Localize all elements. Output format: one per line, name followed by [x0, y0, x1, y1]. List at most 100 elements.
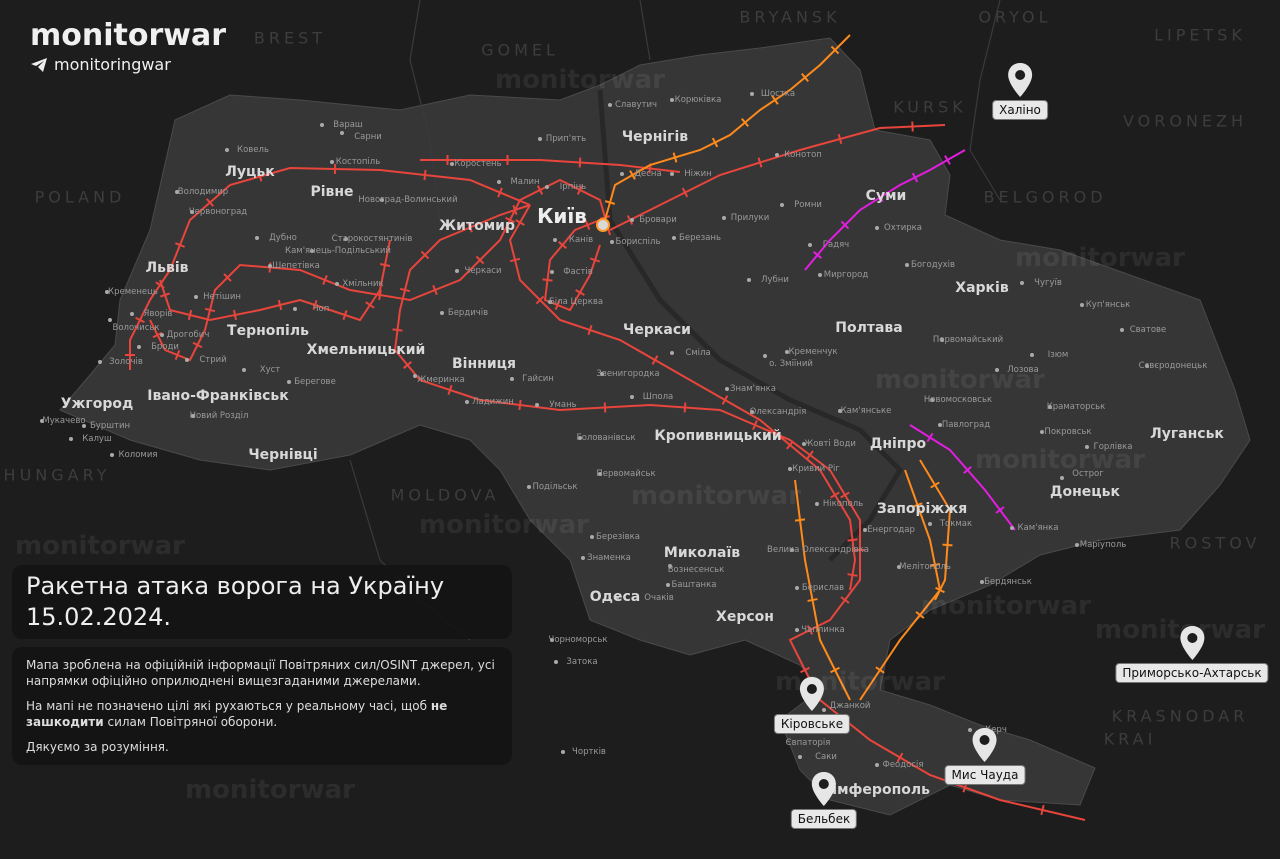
country-label: ORYOL [978, 7, 1052, 27]
town-dot [1075, 543, 1079, 547]
target-pin[interactable]: Кіровське [773, 676, 851, 734]
track-tick [257, 171, 263, 182]
missile-track-3 [508, 204, 858, 591]
country-label: ROSTOV [1169, 533, 1261, 553]
attack-title: Ракетна атака ворога на Україну [26, 572, 445, 600]
town-label: Бориспіль [615, 237, 661, 247]
watermark: monitorwar [875, 365, 1045, 395]
town-dot [450, 162, 454, 166]
track-tick [847, 573, 858, 577]
town-label: Первомайськ [596, 469, 656, 479]
track-tick [578, 157, 582, 168]
track-tick [930, 481, 940, 489]
town-dot [928, 522, 932, 526]
town-label: Коломия [118, 450, 158, 460]
town-label: Маріуполь [1079, 540, 1127, 550]
town-label: Десна [634, 169, 662, 179]
track-tick [771, 95, 779, 105]
town-dot [968, 728, 972, 732]
target-pin[interactable]: Мис Чауда [944, 727, 1026, 785]
town-dot [600, 372, 604, 376]
pin-label: Халіно [992, 100, 1048, 120]
track-tick [575, 289, 585, 296]
telegram-link[interactable]: monitoringwar [30, 55, 226, 74]
town-dot [194, 295, 198, 299]
track-tick [509, 257, 521, 263]
town-dot [553, 238, 557, 242]
track-tick [515, 219, 525, 226]
town-label: Стрий [199, 355, 227, 365]
town-label: Первомайський [932, 335, 1004, 345]
track-tick [830, 491, 840, 499]
town-dot [440, 311, 444, 315]
country-label: VORONEZH [1122, 111, 1248, 131]
town-dot [930, 398, 934, 402]
track-tick [192, 341, 203, 349]
town-label: Вараш [333, 120, 363, 130]
track-tick [432, 284, 438, 296]
town-label: Кременець [108, 287, 158, 297]
town-label: Калуш [82, 434, 112, 444]
town-label: Броди [151, 342, 179, 352]
town-label: Яворів [143, 309, 173, 319]
town-label: Лубни [761, 275, 789, 285]
brand-logo: monitorwar monitoringwar [30, 18, 226, 74]
town-label: Золочів [109, 357, 143, 367]
town-dot [980, 580, 984, 584]
track-tick [741, 118, 749, 127]
town-label: Очаків [644, 593, 674, 603]
track-tick [683, 402, 687, 413]
town-dot [666, 583, 670, 587]
track-tick [681, 187, 689, 198]
track-tick [847, 538, 858, 542]
track-tick [603, 402, 607, 413]
town-label: Прип'ять [545, 134, 587, 144]
missile-track-7-path [420, 159, 681, 173]
town-dot [69, 437, 73, 441]
target-pin[interactable]: Приморсько-Ахтарськ [1115, 625, 1269, 683]
town-label: Вознесенськ [667, 565, 725, 575]
town-dot [137, 345, 141, 349]
town-dot [535, 403, 539, 407]
town-dot [788, 467, 792, 471]
town-dot [620, 172, 624, 176]
town-dot [554, 660, 558, 664]
town-dot [1040, 430, 1044, 434]
town-label: Енергодар [867, 525, 915, 535]
town-label: Ірпінь [559, 182, 587, 192]
oblast-center-label: Тернопіль [227, 323, 309, 339]
track-tick [830, 45, 840, 55]
town-dot [780, 203, 784, 207]
oblast-center-label: Луцьк [225, 164, 275, 180]
track-tick [604, 200, 616, 205]
missile-track-6 [542, 219, 601, 312]
track-tick [876, 192, 884, 203]
map-pin-icon [1007, 63, 1032, 97]
town-label: Керч [985, 725, 1007, 735]
watermark: monitorwar [1015, 243, 1185, 273]
telegram-icon [31, 57, 47, 72]
info-title-box: Ракетна атака ворога на Україну 15.02.20… [12, 565, 512, 639]
town-dot [185, 358, 189, 362]
track-tick [312, 299, 318, 311]
country-label: KURSK [893, 97, 967, 117]
town-dot [1120, 328, 1124, 332]
town-label: Чорноморськ [548, 635, 608, 645]
town-label: Умань [549, 400, 577, 410]
town-dot [995, 368, 999, 372]
target-pin[interactable]: Халіно [992, 62, 1048, 120]
town-dot [545, 185, 549, 189]
track-tick [1040, 804, 1045, 816]
town-dot [875, 226, 879, 230]
town-dot [108, 318, 112, 322]
track-tick [629, 170, 636, 180]
town-dot [160, 333, 164, 337]
town-label: Ладижин [472, 397, 514, 407]
town-dot [255, 236, 259, 240]
kh-track-1 [804, 149, 966, 271]
target-pin[interactable]: Бельбек [790, 771, 858, 829]
track-tick [535, 295, 545, 305]
oblast-center-label: Чернігів [621, 129, 689, 145]
ballistic-track-1 [604, 34, 851, 221]
